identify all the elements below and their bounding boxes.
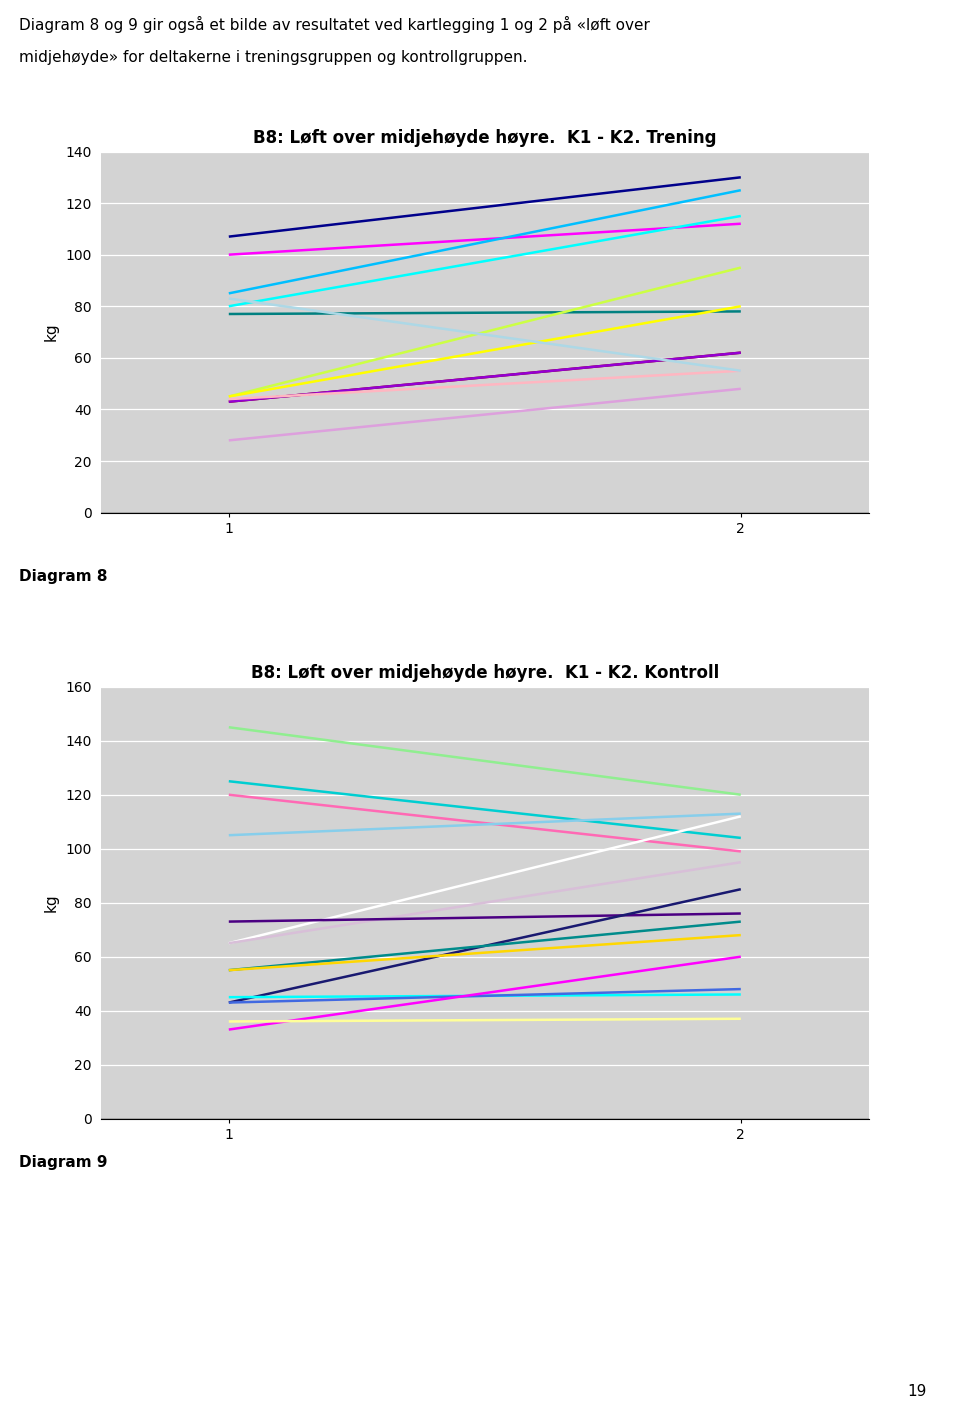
Text: Diagram 8 og 9 gir også et bilde av resultatet ved kartlegging 1 og 2 på «løft o: Diagram 8 og 9 gir også et bilde av resu… xyxy=(19,16,650,33)
Text: Diagram 8: Diagram 8 xyxy=(19,569,108,585)
Text: Diagram 9: Diagram 9 xyxy=(19,1155,108,1171)
Title: B8: Løft over midjehøyde høyre.  K1 - K2. Kontroll: B8: Løft over midjehøyde høyre. K1 - K2.… xyxy=(251,664,719,683)
Y-axis label: kg: kg xyxy=(43,323,59,341)
Title: B8: Løft over midjehøyde høyre.  K1 - K2. Trening: B8: Løft over midjehøyde høyre. K1 - K2.… xyxy=(253,129,716,147)
Text: 19: 19 xyxy=(907,1383,926,1399)
Y-axis label: kg: kg xyxy=(43,893,59,912)
Text: midjehøyde» for deltakerne i treningsgruppen og kontrollgruppen.: midjehøyde» for deltakerne i treningsgru… xyxy=(19,50,528,65)
